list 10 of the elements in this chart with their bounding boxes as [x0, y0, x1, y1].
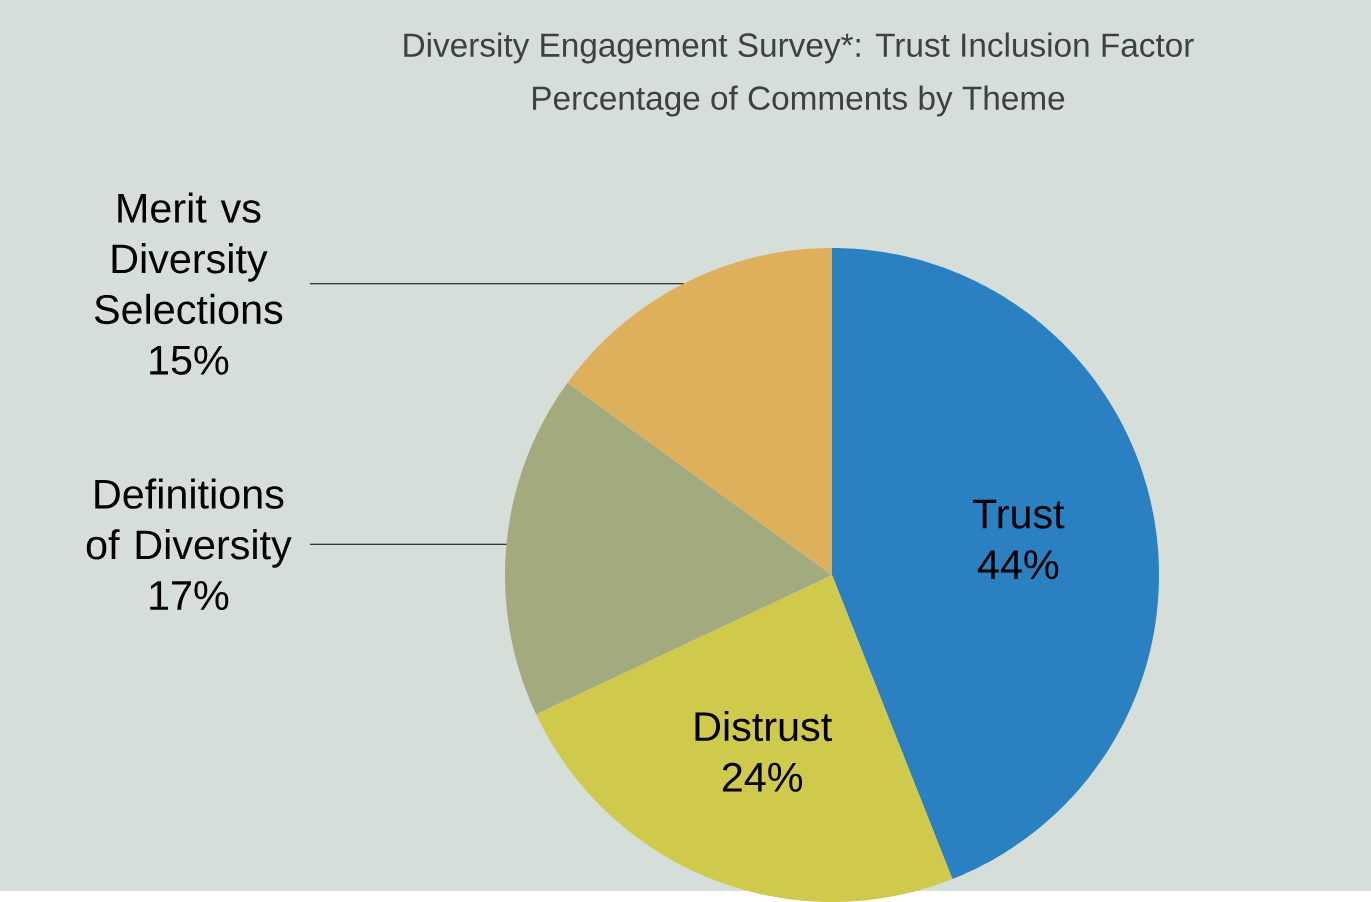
- data-label: 15%: [150, 345, 229, 375]
- chart-subtitle: Percentage of Comments by Theme: [533, 85, 1065, 117]
- chart-title: Diversity Engagement Survey*: Trust Inclusion Factor: [404, 32, 1194, 64]
- slice-label: Definitions of Diversity: [86, 478, 292, 568]
- slice-label: Merit vs Diversity Selections: [94, 192, 283, 325]
- slice-label: Distrust: [695, 710, 832, 742]
- data-label: 17%: [150, 581, 229, 611]
- data-label: 44%: [977, 550, 1059, 580]
- slice-label: Trust: [972, 499, 1065, 529]
- data-label: 24%: [722, 762, 803, 792]
